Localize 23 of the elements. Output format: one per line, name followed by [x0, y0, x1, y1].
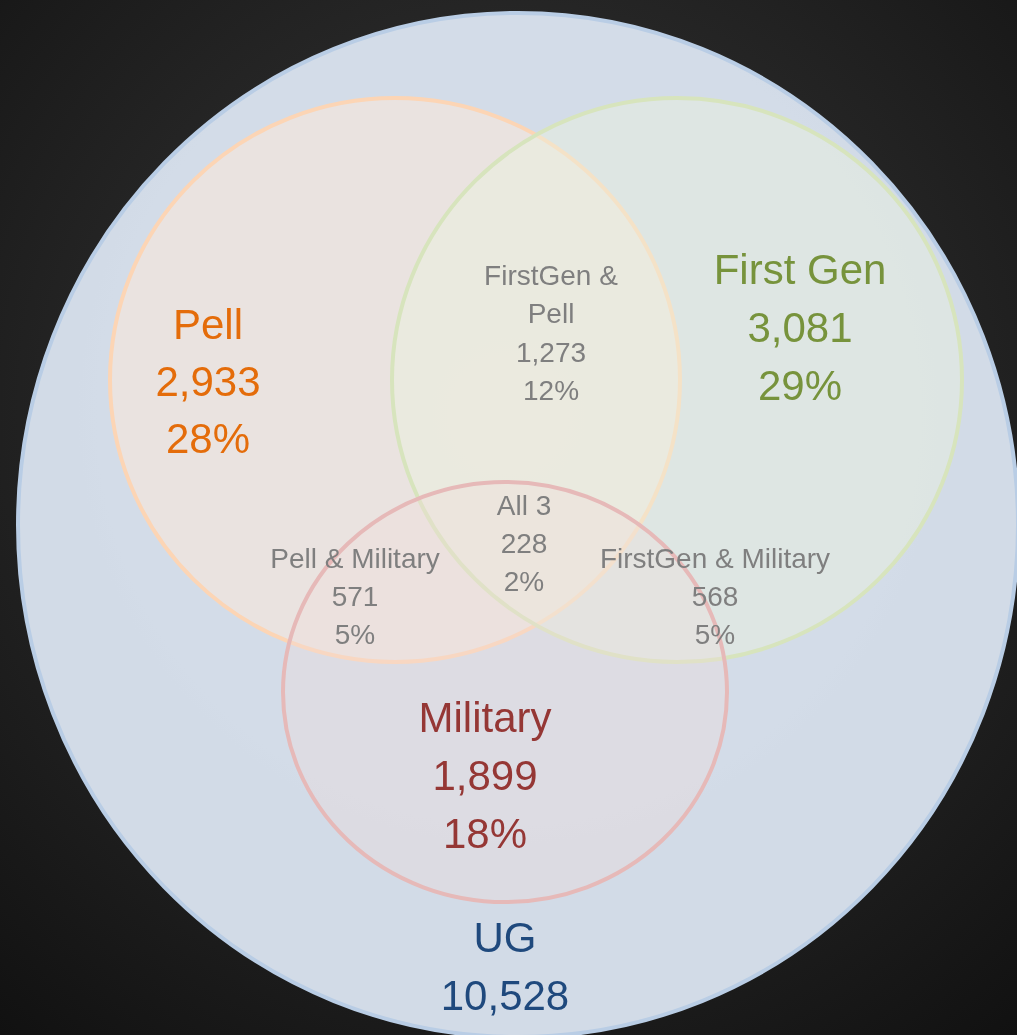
category-label: First Gen	[713, 245, 887, 293]
data-label: 12%	[522, 375, 580, 407]
data-label: 1,273	[515, 336, 587, 368]
data-label: 1,899	[432, 751, 538, 799]
data-label: 571	[331, 580, 379, 612]
data-label: 568	[691, 580, 739, 612]
data-label: 18%	[442, 809, 528, 857]
category-label: All 3	[496, 489, 552, 521]
category-label: Military	[418, 693, 552, 741]
data-label: 5%	[334, 618, 376, 650]
category-label: FirstGen & Pell	[484, 259, 619, 330]
category-label: Pell	[172, 300, 244, 348]
data-label: 10,528	[440, 971, 570, 1019]
data-label: 29%	[757, 361, 843, 409]
category-label: UG	[473, 913, 537, 961]
data-label: 28%	[165, 414, 251, 462]
category-label: Pell & Military	[270, 542, 440, 574]
category-label: FirstGen & Military	[599, 542, 831, 574]
data-label: 2,933	[155, 357, 261, 405]
data-label: 3,081	[747, 303, 853, 351]
data-label: 2%	[503, 565, 545, 597]
data-label: 228	[500, 527, 548, 559]
data-label: 5%	[694, 618, 736, 650]
